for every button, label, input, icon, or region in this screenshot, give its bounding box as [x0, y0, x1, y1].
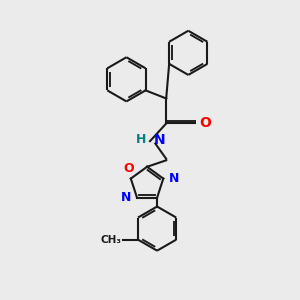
Text: CH₃: CH₃ [100, 235, 121, 244]
Text: H: H [136, 133, 146, 146]
Text: N: N [121, 191, 132, 204]
Text: O: O [200, 116, 211, 130]
Text: N: N [169, 172, 179, 185]
Text: O: O [123, 162, 134, 175]
Text: N: N [154, 133, 166, 147]
